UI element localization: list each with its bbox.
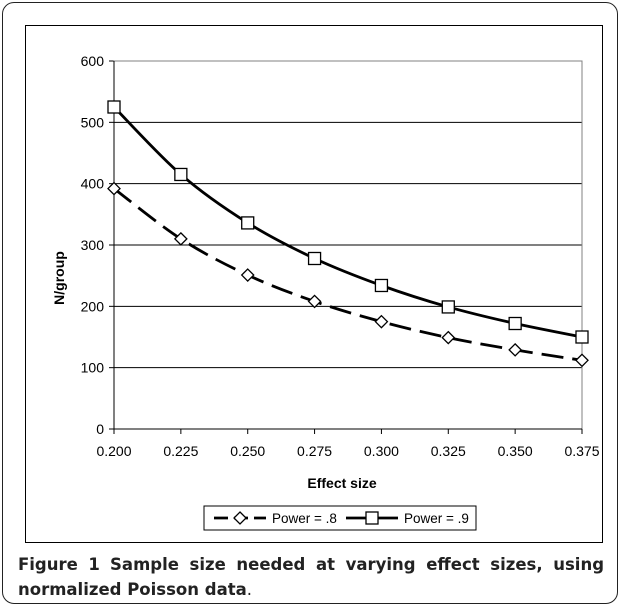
data-point [374, 278, 389, 293]
caption-text: Sample size needed at varying effect siz… [18, 555, 605, 599]
x-tick-label: 0.200 [96, 443, 131, 459]
data-point [307, 251, 322, 266]
x-tick-label: 0.325 [431, 443, 466, 459]
data-point [241, 216, 255, 230]
series-line [113, 106, 583, 339]
data-point [240, 268, 255, 282]
y-tick-label: 600 [81, 53, 105, 69]
legend-box [203, 505, 477, 531]
x-tick-label: 0.250 [230, 443, 265, 459]
y-tick-label: 200 [81, 298, 105, 314]
x-axis-label: Effect size [307, 475, 376, 491]
y-tick-label: 500 [81, 114, 105, 130]
x-tick-label: 0.300 [364, 443, 399, 459]
data-point [107, 181, 121, 196]
data-point [174, 167, 188, 182]
series-line [113, 187, 583, 362]
data-point [173, 231, 188, 246]
x-tick-label: 0.350 [498, 443, 533, 459]
data-point [374, 314, 389, 329]
y-tick-label: 300 [81, 237, 105, 253]
legend-marker [233, 511, 247, 525]
y-tick-label: 0 [96, 421, 104, 437]
legend-marker [365, 511, 379, 525]
y-tick-label: 100 [81, 360, 105, 376]
data-point [307, 294, 322, 309]
chart-area: 0 100 200 300 400 500 600 0.200 0.225 0.250 0.275 0… [25, 25, 603, 543]
data-point [575, 353, 589, 368]
x-tick-label: 0.375 [564, 443, 599, 459]
legend-label: Power = .9 [404, 511, 469, 526]
data-point [441, 300, 455, 314]
figure-caption: Figure 1 Sample size needed at varying e… [18, 552, 604, 602]
y-tick-label: 400 [81, 176, 105, 192]
x-tick-label: 0.275 [297, 443, 332, 459]
y-axis-label: N/group [51, 251, 67, 305]
data-point [575, 330, 589, 344]
x-tick-label: 0.225 [163, 443, 198, 459]
legend-label: Power = .8 [272, 511, 337, 526]
figure-label: Figure 1 [18, 555, 100, 574]
caption-period: . [246, 580, 252, 599]
line-chart: 0 100 200 300 400 500 600 0.200 0.225 0.250 0.275 0… [51, 53, 600, 531]
data-point [508, 342, 523, 357]
data-point [441, 330, 456, 345]
data-point [508, 316, 522, 331]
data-point [107, 100, 121, 114]
legend: Power = .8 Power = .9 [203, 505, 477, 531]
